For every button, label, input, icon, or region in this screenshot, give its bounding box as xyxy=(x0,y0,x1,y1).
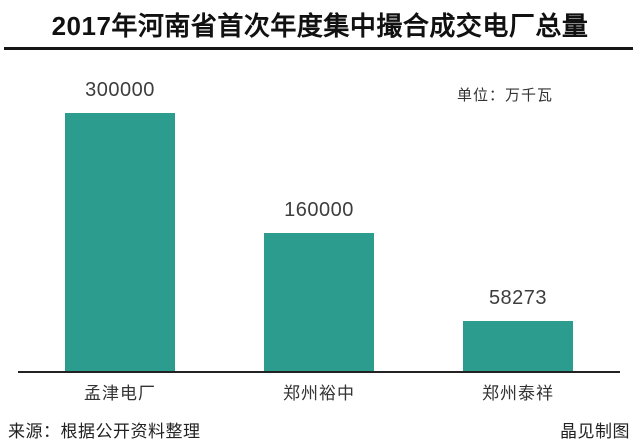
category-label: 郑州泰祥 xyxy=(482,384,554,403)
category-label: 孟津电厂 xyxy=(84,384,156,403)
bar-value-label: 300000 xyxy=(85,79,155,101)
category-label: 郑州裕中 xyxy=(283,384,355,403)
bar-column: 160000 xyxy=(264,199,374,371)
bar-column: 58273 xyxy=(463,287,573,371)
chart-title: 2017年河南省首次年度集中撮合成交电厂总量 xyxy=(51,11,589,41)
footer: 来源：根据公开资料整理 晶见制图 xyxy=(8,417,630,442)
credit-label: 晶见制图 xyxy=(560,422,630,441)
unit-label: 单位：万千瓦 xyxy=(456,87,553,104)
bar-value-label: 160000 xyxy=(284,199,354,221)
bar-value-label: 58273 xyxy=(488,287,548,309)
x-axis-labels: 孟津电厂 郑州裕中 郑州泰祥 xyxy=(18,379,620,404)
bar xyxy=(463,321,573,371)
bar xyxy=(65,113,175,371)
chart-area: 300000 160000 58273 xyxy=(18,79,620,373)
source-label: 来源：根据公开资料整理 xyxy=(8,422,201,441)
bar-column: 300000 xyxy=(65,79,175,371)
title-rule xyxy=(4,47,633,50)
bar xyxy=(264,233,374,371)
